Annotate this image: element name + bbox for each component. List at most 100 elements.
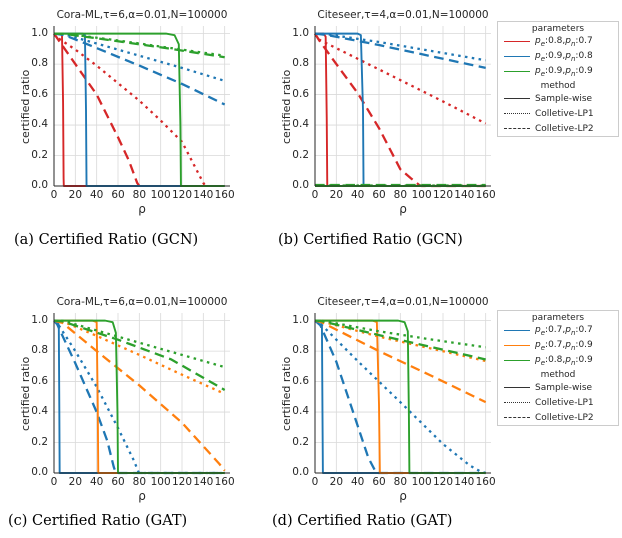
legend-entry-bottom-1-1[interactable]: Colletive-LP1 xyxy=(498,395,618,410)
subplot-caption-d: (d) Certified Ratio (GAT) xyxy=(272,513,453,529)
y-tick-a-5: 1.0 xyxy=(31,26,48,39)
legend-top: parameters pe:0.8,pn:0.7 pe:0.9,pn:0.8 pe:0… xyxy=(497,21,619,137)
legend-line-swatch xyxy=(504,94,530,104)
x-axis-label-d: ρ xyxy=(399,489,407,503)
x-tick-a-4: 80 xyxy=(132,189,147,201)
y-tick-d-0: 0.0 xyxy=(292,466,309,478)
x-tick-c-2: 40 xyxy=(89,476,104,488)
x-tick-b-0: 0 xyxy=(311,189,319,201)
x-axis-label-b: ρ xyxy=(399,202,407,216)
legend-entry-label: Colletive-LP2 xyxy=(535,412,594,423)
legend-entry-bottom-0-2[interactable]: pe:0.8,pn:0.9 xyxy=(498,353,618,368)
legend-entry-label: Colletive-LP1 xyxy=(535,397,594,408)
x-tick-c-0: 0 xyxy=(50,476,58,488)
legend-line-swatch xyxy=(504,67,530,77)
legend-entry-top-1-2[interactable]: Colletive-LP2 xyxy=(498,121,618,136)
y-tick-d-5: 1.0 xyxy=(292,313,309,326)
curve-c-5 xyxy=(53,319,226,472)
x-tick-b-5: 100 xyxy=(411,189,432,201)
legend-entry-bottom-0-0[interactable]: pe:0.7,pn:0.7 xyxy=(498,323,618,338)
x-tick-a-2: 40 xyxy=(89,189,104,201)
x-tick-a-1: 20 xyxy=(68,189,83,201)
x-tick-c-4: 80 xyxy=(132,476,147,488)
curve-d-8 xyxy=(314,319,486,361)
legend-entry-top-0-0[interactable]: pe:0.8,pn:0.7 xyxy=(498,34,618,49)
y-tick-a-4: 0.8 xyxy=(31,57,48,70)
legend-entry-top-0-1[interactable]: pe:0.9,pn:0.8 xyxy=(498,49,618,64)
legend-section-title-method: method xyxy=(540,81,576,91)
curve-b-5 xyxy=(314,32,486,70)
y-axis-label-d: certified ratio xyxy=(280,356,293,431)
x-tick-d-1: 20 xyxy=(329,476,344,488)
legend-entry-label: Sample-wise xyxy=(535,382,593,393)
legend-entry-label: Colletive-LP2 xyxy=(535,123,594,134)
y-tick-a-3: 0.6 xyxy=(31,87,48,100)
x-tick-c-1: 20 xyxy=(68,476,83,488)
x-tick-c-8: 160 xyxy=(214,476,235,488)
y-tick-c-0: 0.0 xyxy=(31,466,48,478)
y-tick-b-5: 1.0 xyxy=(292,26,309,39)
y-tick-b-2: 0.4 xyxy=(292,118,309,131)
legend-bottom: parameters pe:0.7,pn:0.7 pe:0.7,pn:0.9 pe:0… xyxy=(497,310,619,426)
legend-line-swatch xyxy=(504,109,530,119)
legend-line-swatch xyxy=(504,52,530,62)
legend-entry-label: pe:0.8,pn:0.9 xyxy=(535,354,593,367)
y-tick-a-1: 0.2 xyxy=(31,148,48,161)
legend-section-title-parameters: parameters xyxy=(531,24,585,34)
x-tick-d-4: 80 xyxy=(393,476,408,488)
x-tick-a-3: 60 xyxy=(111,189,125,201)
y-axis-label-b: certified ratio xyxy=(280,69,293,144)
curve-c-7 xyxy=(54,319,225,369)
y-tick-c-3: 0.6 xyxy=(31,374,48,387)
x-tick-c-3: 60 xyxy=(111,476,125,488)
legend-entry-label: pe:0.7,pn:0.7 xyxy=(535,324,593,337)
legend-section-title-method: method xyxy=(540,370,576,380)
legend-line-swatch xyxy=(504,398,530,408)
y-tick-d-3: 0.6 xyxy=(292,374,309,387)
y-tick-b-4: 0.8 xyxy=(292,57,309,70)
legend-entry-bottom-1-0[interactable]: Sample-wise xyxy=(498,380,618,395)
curve-a-8 xyxy=(53,32,225,59)
y-tick-c-1: 0.2 xyxy=(31,435,48,448)
curve-c-8 xyxy=(53,319,226,391)
subplot-caption-b: (b) Certified Ratio (GCN) xyxy=(278,232,463,248)
curve-d-4 xyxy=(314,319,486,363)
y-tick-d-2: 0.4 xyxy=(292,405,309,418)
y-tick-b-3: 0.6 xyxy=(292,87,309,100)
legend-entry-top-1-1[interactable]: Colletive-LP1 xyxy=(498,106,618,121)
subplot-caption-a: (a) Certified Ratio (GCN) xyxy=(14,232,199,248)
legend-section-title-parameters: parameters xyxy=(531,313,585,323)
legend-line-swatch xyxy=(504,341,530,351)
legend-entry-bottom-1-2[interactable]: Colletive-LP2 xyxy=(498,410,618,425)
legend-entry-label: pe:0.7,pn:0.9 xyxy=(535,339,593,352)
legend-entry-top-0-2[interactable]: pe:0.9,pn:0.9 xyxy=(498,64,618,79)
legend-entry-label: pe:0.9,pn:0.8 xyxy=(535,50,593,63)
subplot-a: Cora-ML,τ=6,α=0.01,N=100000 certified rat… xyxy=(8,9,240,222)
x-tick-a-0: 0 xyxy=(50,189,58,201)
y-axis-label-c: certified ratio xyxy=(19,356,32,431)
legend-entry-label: Sample-wise xyxy=(535,93,593,104)
legend-line-swatch xyxy=(504,37,530,47)
x-axis-label-c: ρ xyxy=(138,489,146,503)
x-tick-b-6: 120 xyxy=(432,189,454,201)
subplot-caption-c: (c) Certified Ratio (GAT) xyxy=(8,513,188,529)
curve-d-1 xyxy=(314,319,486,475)
x-tick-b-4: 80 xyxy=(393,189,408,201)
legend-line-swatch xyxy=(504,413,530,423)
legend-entry-top-1-0[interactable]: Sample-wise xyxy=(498,91,618,106)
x-tick-b-2: 40 xyxy=(350,189,365,201)
x-tick-c-6: 120 xyxy=(171,476,193,488)
y-tick-d-4: 0.8 xyxy=(292,344,309,357)
legend-line-swatch xyxy=(504,326,530,336)
y-axis-label-a: certified ratio xyxy=(19,69,32,144)
y-tick-a-0: 0.0 xyxy=(31,179,48,191)
plot-area-d xyxy=(314,313,491,475)
curve-a-2 xyxy=(53,32,141,187)
subplot-title-a: Cora-ML,τ=6,α=0.01,N=100000 xyxy=(56,9,228,21)
x-tick-a-8: 160 xyxy=(214,189,235,201)
x-tick-c-5: 100 xyxy=(150,476,171,488)
legend-entry-bottom-0-1[interactable]: pe:0.7,pn:0.9 xyxy=(498,338,618,353)
x-tick-d-6: 120 xyxy=(432,476,454,488)
legend-line-swatch xyxy=(504,124,530,134)
